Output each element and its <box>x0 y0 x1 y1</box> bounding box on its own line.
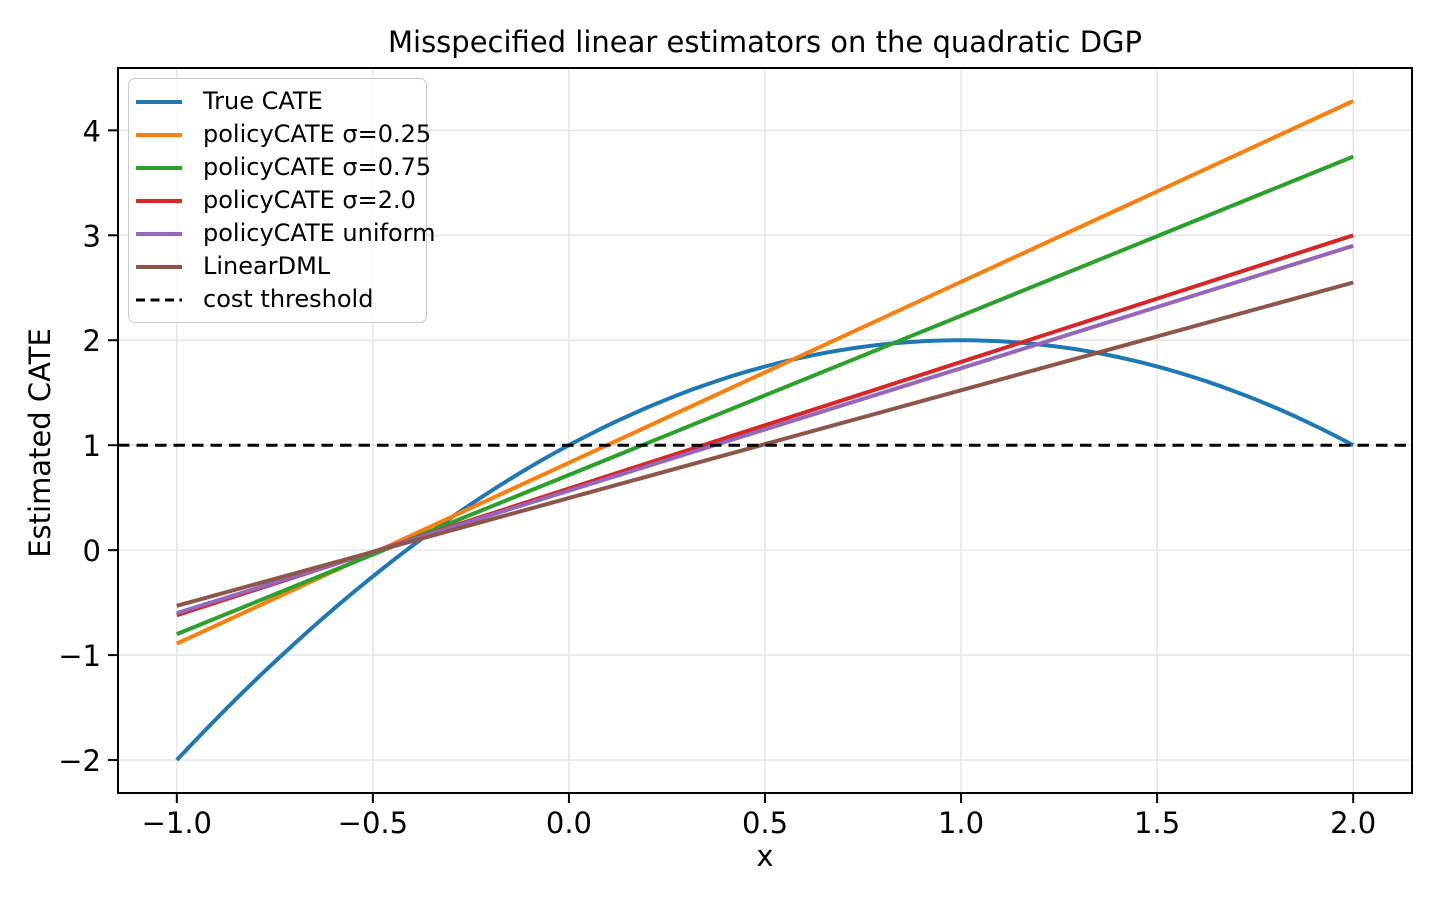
legend-label: policyCATE σ=0.75 <box>203 153 432 181</box>
legend-label: policyCATE σ=2.0 <box>203 186 416 214</box>
y-axis-label: Estimated CATE <box>23 328 57 558</box>
legend-line-sample <box>136 264 182 269</box>
x-tick-label: 1.0 <box>938 806 984 840</box>
legend-label: policyCATE uniform <box>203 219 436 247</box>
chart-title: Misspecified linear estimators on the qu… <box>388 25 1142 59</box>
legend-line-sample <box>136 165 182 170</box>
y-tick-label: 2 <box>83 324 101 358</box>
x-tick-label: −0.5 <box>338 806 408 840</box>
x-tick-label: −1.0 <box>142 806 212 840</box>
legend-item: cost threshold <box>135 283 420 316</box>
legend-line-sample <box>136 198 182 203</box>
legend-label: True CATE <box>203 87 323 115</box>
y-tick-label: −1 <box>58 639 101 673</box>
series-line-policycate-0-75 <box>176 154 1354 636</box>
y-tick-label: −2 <box>58 744 101 778</box>
legend-label: policyCATE σ=0.25 <box>203 120 432 148</box>
y-tick-label: 4 <box>83 114 101 148</box>
x-axis-label: x <box>756 839 773 873</box>
legend-line-sample <box>136 231 182 236</box>
legend-line-sample <box>136 298 182 301</box>
series-line-lineardml <box>176 280 1354 608</box>
legend-label: LinearDML <box>203 252 331 280</box>
x-tick-label: 1.5 <box>1134 806 1180 840</box>
legend: True CATE policyCATE σ=0.25 policyCATE σ=0… <box>128 78 435 323</box>
legend-label: cost threshold <box>203 285 374 313</box>
y-tick-label: 0 <box>83 534 101 568</box>
y-tick-label: 1 <box>83 429 101 463</box>
legend-item: True CATE <box>135 85 420 118</box>
legend-line-sample <box>136 99 182 104</box>
legend-line-sample <box>136 132 182 137</box>
legend-item: policyCATE σ=0.75 <box>135 151 431 184</box>
y-tick-label: 3 <box>83 219 101 253</box>
x-tick-label: 0.5 <box>742 806 788 840</box>
legend-item: policyCATE σ=0.25 <box>135 118 431 151</box>
x-tick-label: 2.0 <box>1330 806 1376 840</box>
legend-item: LinearDML <box>135 250 420 283</box>
legend-item: policyCATE uniform <box>135 217 435 250</box>
legend-item: policyCATE σ=2.0 <box>135 184 420 217</box>
series-line-true-cate <box>175 338 1355 762</box>
x-tick-label: 0.0 <box>546 806 592 840</box>
